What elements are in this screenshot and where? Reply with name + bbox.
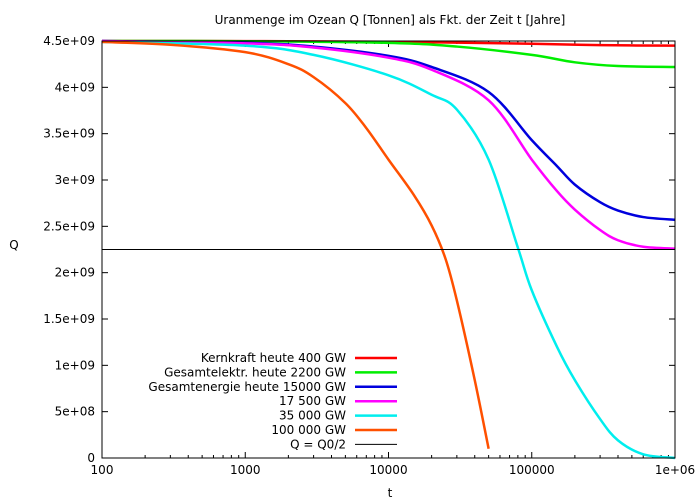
axis-ticks: 0 5e+08 1e+09 1.5e+09 2e+09 2.5e+09 3e+09 3.5e+…	[43, 34, 695, 477]
x-tick-label: 100	[91, 463, 114, 477]
x-tick-label: 100000	[509, 463, 555, 477]
y-tick-label: 5e+08	[55, 405, 95, 419]
legend-label: Gesamtelektr. heute 2200 GW	[164, 365, 346, 379]
x-tick-label: 1000	[230, 463, 261, 477]
y-tick-label: 3e+09	[55, 173, 95, 187]
series-line-3	[101, 39, 676, 250]
legend-label: 100 000 GW	[271, 423, 346, 437]
x-axis-label: t	[388, 486, 393, 500]
legend-label: Q = Q0/2	[290, 437, 346, 451]
legend-label: 17 500 GW	[279, 394, 346, 408]
x-tick-label: 10000	[369, 463, 407, 477]
y-tick-label: 0	[87, 451, 95, 465]
y-tick-label: 2e+09	[55, 266, 95, 280]
legend-label: 35 000 GW	[279, 409, 346, 423]
y-tick-label: 1.5e+09	[43, 312, 95, 326]
series-line-4	[101, 40, 676, 460]
y-tick-label: 4e+09	[55, 80, 95, 94]
legend-label: Gesamtenergie heute 15000 GW	[148, 380, 346, 394]
chart-title: Uranmenge im Ozean Q [Tonnen] als Fkt. d…	[215, 13, 566, 27]
plot-frame	[101, 40, 676, 459]
y-axis-label: Q	[9, 238, 18, 252]
y-tick-label: 1e+09	[55, 358, 95, 372]
series-line-2	[101, 39, 676, 222]
legend-label: Kernkraft heute 400 GW	[201, 351, 346, 365]
y-tick-label: 2.5e+09	[43, 219, 95, 233]
series-lines	[101, 39, 676, 460]
y-tick-label: 4.5e+09	[43, 34, 95, 48]
y-tick-label: 3.5e+09	[43, 127, 95, 141]
x-tick-label: 1e+06	[655, 463, 695, 477]
series-line-5	[101, 40, 490, 449]
